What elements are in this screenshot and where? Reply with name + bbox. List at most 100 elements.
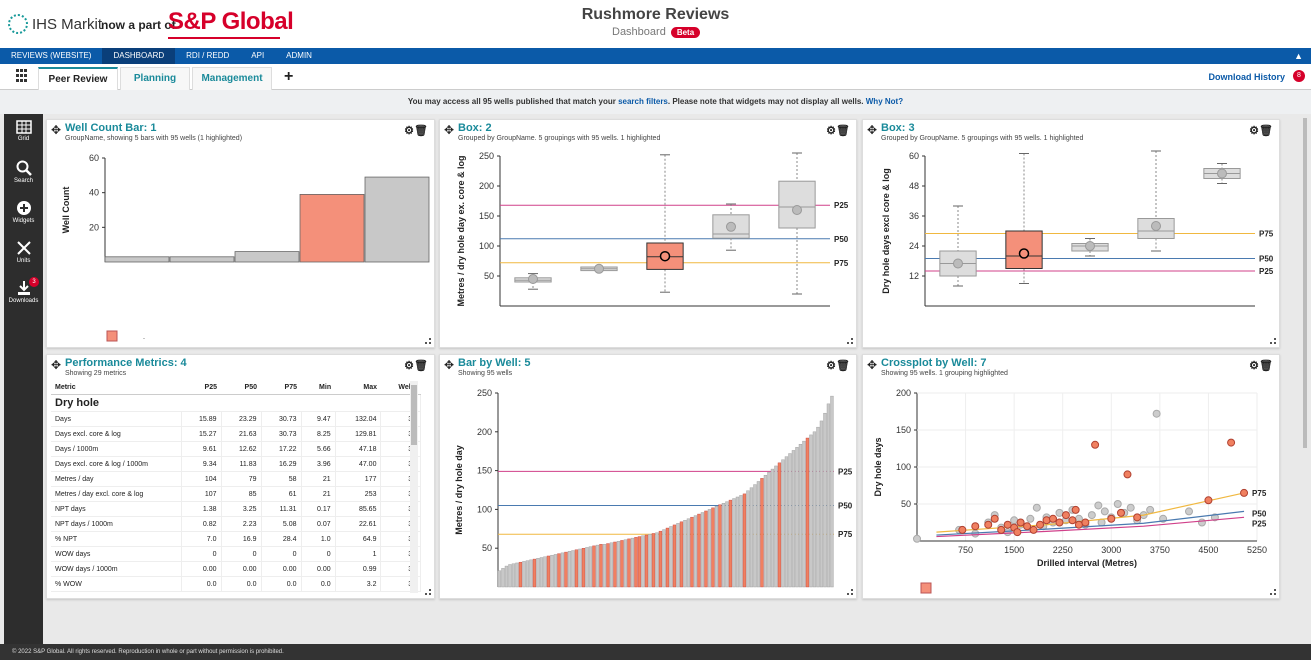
- gear-icon[interactable]: ⚙: [1249, 125, 1260, 137]
- column-header[interactable]: P50: [221, 381, 261, 395]
- y-axis-label: Dry hole days excl core & log: [881, 168, 891, 294]
- download-history-link[interactable]: Download History: [1208, 72, 1285, 82]
- y-tick-label: 50: [482, 543, 492, 553]
- x-tick-label: 5250: [1247, 545, 1267, 555]
- highlight-point: [1133, 513, 1142, 522]
- y-tick-label: 200: [896, 388, 911, 398]
- trash-icon[interactable]: 🗑: [836, 125, 850, 137]
- y-tick-label: 50: [484, 271, 494, 281]
- trash-icon[interactable]: 🗑: [1259, 360, 1273, 372]
- bar: [735, 496, 740, 588]
- highlight-point: [1013, 528, 1022, 537]
- collapse-arrow-icon[interactable]: ▲: [1294, 51, 1303, 61]
- nav-item-admin[interactable]: ADMIN: [286, 51, 312, 60]
- app-subtitle: Dashboard Beta: [612, 26, 701, 38]
- trash-icon[interactable]: 🗑: [836, 360, 850, 372]
- table-cell: 64.9: [335, 531, 382, 547]
- bar: [805, 437, 810, 588]
- move-icon[interactable]: ✥: [444, 123, 455, 137]
- column-header[interactable]: P75: [261, 381, 301, 395]
- nav-item-api[interactable]: API: [251, 51, 265, 60]
- bar: [515, 562, 519, 588]
- widget-title: Box: 2: [458, 122, 492, 134]
- bar: [536, 558, 540, 588]
- resize-handle-icon[interactable]: [1270, 338, 1276, 344]
- gear-icon[interactable]: ⚙: [404, 125, 415, 137]
- column-header[interactable]: Metric: [51, 381, 181, 395]
- column-header[interactable]: Max: [335, 381, 381, 395]
- footer: © 2022 S&P Global. All rights reserved. …: [0, 644, 1311, 660]
- nav-item-reviews[interactable]: REVIEWS (WEBSITE): [11, 51, 92, 60]
- trash-icon[interactable]: 🗑: [1259, 125, 1273, 137]
- table-cell: 0.17: [301, 501, 336, 517]
- data-point: [1026, 514, 1035, 523]
- trash-icon[interactable]: 🗑: [414, 360, 428, 372]
- table-cell: 0.00: [301, 561, 336, 577]
- tab-peer-review[interactable]: Peer Review: [38, 67, 118, 90]
- bar: [571, 550, 575, 588]
- column-header[interactable]: P25: [181, 381, 221, 395]
- page-scrollbar[interactable]: [1303, 114, 1309, 644]
- bar: [746, 490, 750, 588]
- nav-item-dashboard[interactable]: DASHBOARD: [102, 48, 176, 64]
- bar: [704, 510, 708, 588]
- resize-handle-icon[interactable]: [425, 589, 431, 595]
- bar: [665, 527, 670, 588]
- add-tab-button[interactable]: +: [284, 68, 294, 85]
- move-icon[interactable]: ✥: [51, 123, 62, 137]
- grid-icon: [15, 120, 32, 134]
- sidebar-item-search[interactable]: Search: [4, 154, 43, 194]
- resize-handle-icon[interactable]: [847, 589, 853, 595]
- data-point: [1094, 501, 1103, 510]
- resize-handle-icon[interactable]: [425, 338, 431, 344]
- logo-tagline: now a part of: [101, 18, 176, 32]
- highlight-point: [1042, 516, 1051, 525]
- tab-planning[interactable]: Planning: [120, 67, 190, 90]
- sidebar-item-widgets[interactable]: Widgets: [4, 194, 43, 234]
- bar: [655, 532, 659, 588]
- bar: [795, 447, 799, 588]
- move-icon[interactable]: ✥: [51, 358, 62, 372]
- bar: [749, 487, 754, 588]
- widget-subtitle: Showing 29 metrics: [65, 370, 127, 377]
- table-cell: 11.83: [221, 456, 262, 472]
- move-icon[interactable]: ✥: [867, 358, 878, 372]
- notice-text-2: . Please note that widgets may not displ…: [667, 97, 864, 106]
- table-scrollbar[interactable]: [410, 381, 418, 593]
- widget-well-count-bar: ✥ Well Count Bar: 1 GroupName, showing 5…: [46, 119, 435, 348]
- apps-grid-icon[interactable]: [16, 69, 28, 83]
- bar: [658, 530, 663, 588]
- why-not-link[interactable]: Why Not?: [865, 97, 904, 106]
- legend-swatch: [106, 330, 118, 342]
- table-cell: 177: [335, 471, 382, 487]
- table-cell: Days / 1000m: [51, 441, 182, 457]
- widget-controls: ⚙🗑: [404, 124, 428, 137]
- gear-icon[interactable]: ⚙: [826, 360, 837, 372]
- gear-icon[interactable]: ⚙: [1249, 360, 1260, 372]
- highlight-point: [1074, 520, 1083, 529]
- resize-handle-icon[interactable]: [847, 338, 853, 344]
- y-tick-label: 100: [896, 462, 911, 472]
- gear-icon[interactable]: ⚙: [404, 360, 415, 372]
- gear-icon[interactable]: ⚙: [826, 125, 837, 137]
- nav-item-rdi[interactable]: RDI / REDD: [186, 51, 230, 60]
- table-cell: 107: [181, 486, 222, 502]
- column-header[interactable]: Min: [301, 381, 336, 395]
- highlight-point: [1036, 520, 1045, 529]
- app-title: Rushmore Reviews: [581, 6, 730, 23]
- resize-handle-icon[interactable]: [1270, 589, 1276, 595]
- sidebar-item-downloads[interactable]: Downloads 3: [4, 274, 43, 314]
- bar: [826, 403, 831, 588]
- search-filters-link[interactable]: search filters: [618, 97, 668, 106]
- sidebar-item-units[interactable]: Units: [4, 234, 43, 274]
- sidebar-item-grid[interactable]: Grid: [4, 114, 43, 154]
- tab-management[interactable]: Management: [192, 67, 272, 90]
- bar: [627, 538, 631, 588]
- move-icon[interactable]: ✥: [444, 358, 455, 372]
- move-icon[interactable]: ✥: [867, 123, 878, 137]
- table-cell: 0: [181, 546, 222, 562]
- table-cell: 0.0: [261, 576, 302, 592]
- table-cell: 0.00: [261, 561, 302, 577]
- sidebar-label-widgets: Widgets: [12, 218, 35, 224]
- trash-icon[interactable]: 🗑: [414, 125, 428, 137]
